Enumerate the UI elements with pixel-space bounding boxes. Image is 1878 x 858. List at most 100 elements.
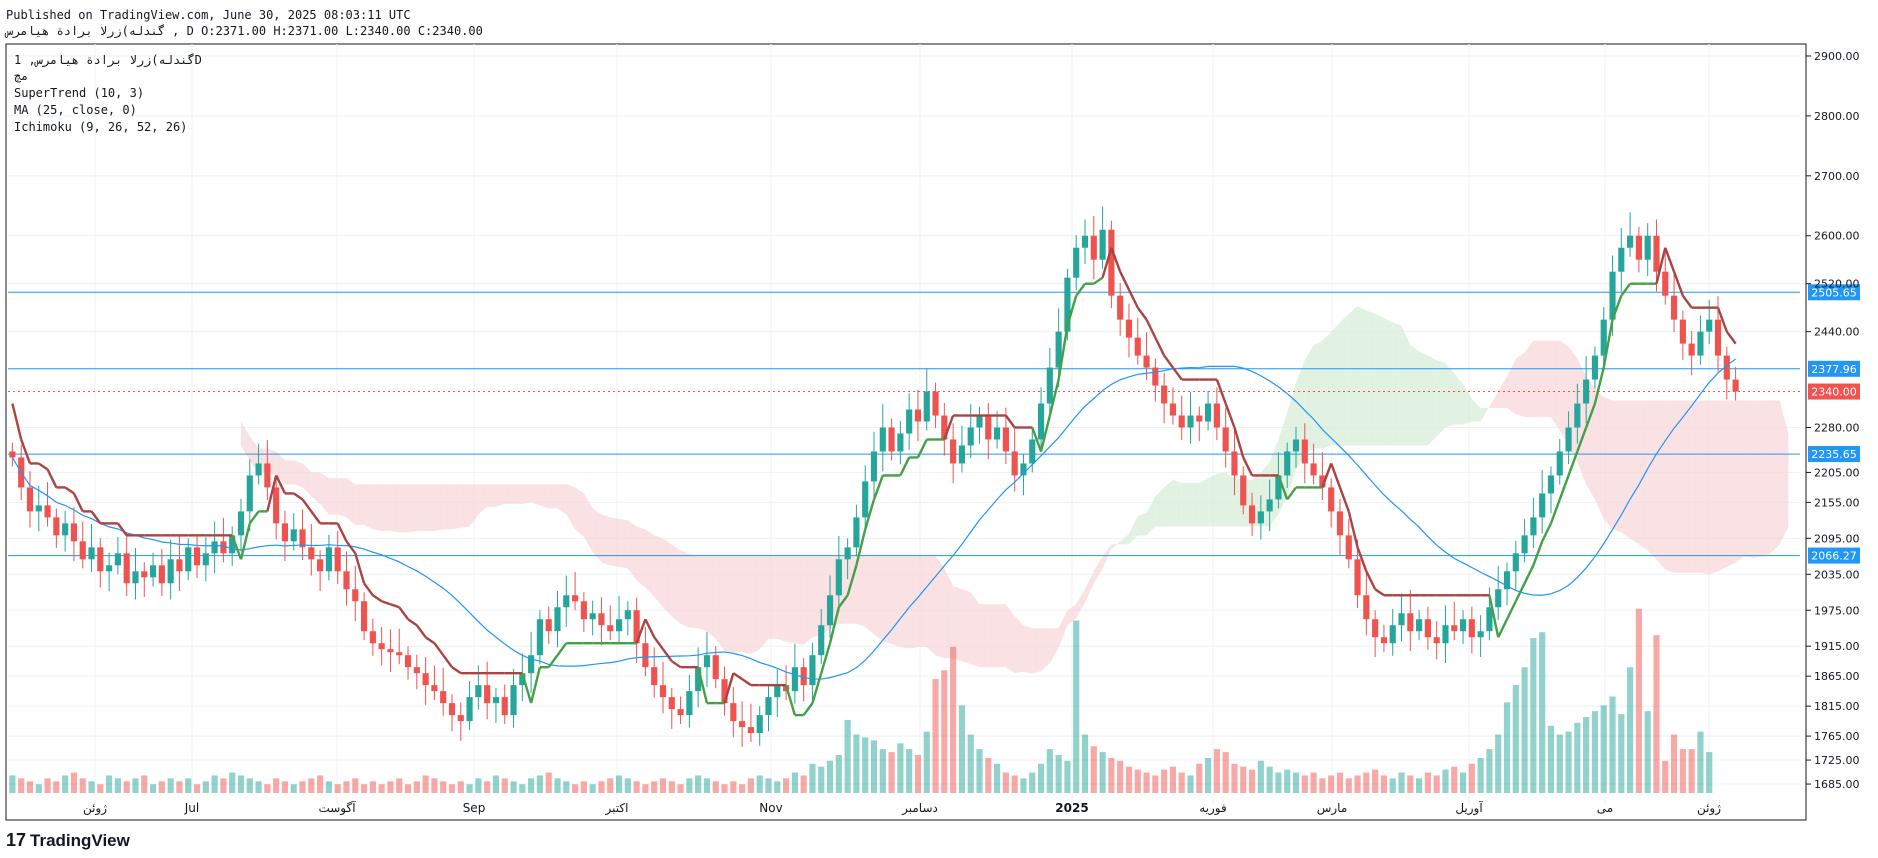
supertrend-segment bbox=[653, 636, 664, 650]
volume-bar bbox=[88, 781, 95, 793]
volume-bar bbox=[1600, 705, 1607, 793]
volume-bar bbox=[158, 781, 165, 793]
candle-body bbox=[484, 685, 491, 704]
volume-bar bbox=[914, 755, 922, 793]
candle-body bbox=[1714, 319, 1722, 356]
kumo-segment bbox=[1735, 400, 1745, 563]
kumo-segment bbox=[1137, 512, 1147, 536]
price-tick-label: 1685.00 bbox=[1814, 778, 1860, 791]
kumo-segment bbox=[1638, 400, 1648, 551]
volume-bar bbox=[387, 781, 394, 793]
kumo-segment bbox=[1225, 472, 1235, 527]
kumo-segment bbox=[786, 556, 795, 644]
volume-bar bbox=[281, 781, 289, 793]
supertrend-segment bbox=[732, 672, 743, 681]
volume-bar bbox=[695, 775, 702, 793]
candle-body bbox=[193, 547, 201, 566]
candle-body bbox=[1433, 637, 1440, 644]
volume-bar bbox=[589, 784, 596, 793]
volume-bar bbox=[879, 749, 886, 793]
volume-bar bbox=[1345, 778, 1352, 793]
candle bbox=[1495, 565, 1502, 620]
kumo-segment bbox=[1656, 400, 1666, 570]
kumo-segment bbox=[1718, 400, 1727, 572]
candle bbox=[580, 592, 587, 632]
candle-body bbox=[308, 547, 315, 560]
volume-bar bbox=[1644, 711, 1651, 793]
candle-body bbox=[651, 667, 658, 686]
kumo-segment bbox=[1181, 482, 1191, 527]
volume-bar bbox=[545, 772, 552, 793]
volume-bar bbox=[62, 775, 69, 793]
candle bbox=[1117, 283, 1124, 336]
volume-bar bbox=[290, 784, 297, 793]
supertrend-segment bbox=[1620, 282, 1632, 297]
supertrend-segment bbox=[864, 499, 876, 530]
candle bbox=[1248, 492, 1256, 536]
candle bbox=[659, 661, 667, 714]
kumo-segment bbox=[1032, 628, 1042, 674]
legend-ichimoku[interactable]: Ichimoku (9, 26, 52, 26) bbox=[14, 120, 187, 134]
candle-body bbox=[1275, 475, 1282, 500]
price-tick-label: 2095.00 bbox=[1814, 532, 1860, 545]
candle bbox=[1468, 606, 1475, 654]
candle bbox=[1275, 452, 1282, 509]
kumo-segment bbox=[812, 556, 822, 638]
volume-bar bbox=[1037, 763, 1045, 793]
candle bbox=[747, 703, 754, 743]
candle-body bbox=[1336, 511, 1344, 536]
candle bbox=[114, 537, 121, 575]
kumo-segment bbox=[654, 535, 663, 608]
legend-ma[interactable]: MA (25, close, 0) bbox=[14, 103, 137, 117]
candle-body bbox=[149, 565, 157, 578]
supertrend-segment bbox=[407, 618, 418, 627]
candle-body bbox=[97, 547, 104, 572]
volume-bar bbox=[273, 778, 280, 793]
candle-body bbox=[106, 565, 113, 572]
volume-bar bbox=[888, 752, 895, 793]
candle-body bbox=[334, 547, 341, 572]
candle-body bbox=[1653, 235, 1660, 272]
kumo-segment bbox=[953, 586, 962, 662]
supertrend-segment bbox=[802, 702, 814, 716]
candle-body bbox=[1152, 367, 1159, 386]
candle bbox=[686, 674, 693, 728]
kumo-segment bbox=[671, 544, 681, 624]
candle-body bbox=[387, 649, 394, 653]
candle-body bbox=[844, 547, 851, 560]
candle-body bbox=[1073, 247, 1080, 278]
candle-body bbox=[1037, 403, 1045, 440]
candle-body bbox=[642, 643, 649, 668]
supertrend-segment bbox=[1664, 247, 1676, 273]
candle bbox=[870, 431, 878, 498]
candle-body bbox=[1459, 619, 1467, 632]
candle bbox=[246, 459, 253, 532]
candle bbox=[677, 696, 684, 725]
kumo-segment bbox=[337, 478, 347, 518]
legend-supertrend[interactable]: SuperTrend (10, 3) bbox=[14, 86, 144, 100]
candle-body bbox=[791, 667, 798, 692]
candle-body bbox=[1117, 295, 1124, 320]
kumo-segment bbox=[1005, 604, 1015, 674]
candle bbox=[774, 668, 781, 717]
tradingview-logo[interactable]: 17 TradingView bbox=[6, 830, 130, 851]
volume-bar bbox=[97, 784, 104, 793]
candle bbox=[1108, 220, 1115, 309]
kumo-segment bbox=[891, 556, 901, 647]
volume-bar bbox=[976, 749, 983, 793]
candle-body bbox=[1240, 475, 1247, 506]
supertrend-segment bbox=[696, 666, 709, 704]
supertrend-segment bbox=[363, 582, 374, 596]
horizontal-levels: 2505.65 2377.96 2235.65 2066.27 2340.00 bbox=[8, 284, 1860, 564]
supertrend-segment bbox=[1338, 487, 1350, 512]
price-chart[interactable]: 2505.65 2377.96 2235.65 2066.27 2340.00 1685… bbox=[0, 0, 1878, 830]
candle-body bbox=[923, 391, 930, 422]
candle bbox=[950, 423, 957, 484]
candle bbox=[1389, 609, 1396, 656]
candle-body bbox=[290, 529, 297, 542]
kumo-segment bbox=[425, 484, 435, 531]
volume-bar bbox=[1416, 778, 1423, 793]
candle-body bbox=[1099, 229, 1106, 260]
candle-body bbox=[633, 610, 640, 644]
kumo-segment bbox=[1419, 351, 1428, 446]
